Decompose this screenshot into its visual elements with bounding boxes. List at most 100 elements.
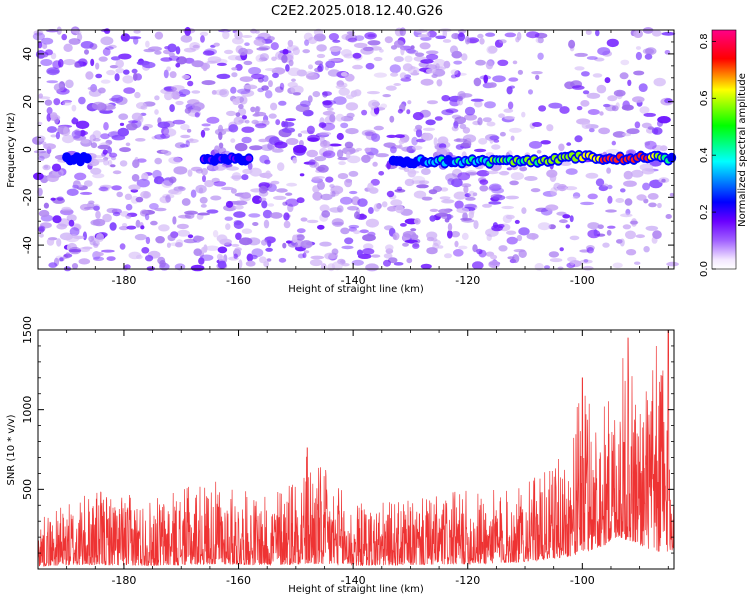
noise-blob [434,116,443,121]
noise-blob [580,201,595,206]
noise-blob [262,75,269,82]
noise-blob [241,136,252,144]
noise-blob [457,95,464,102]
noise-blob [125,203,133,211]
noise-blob [489,183,502,192]
noise-blob [155,236,165,244]
noise-blob [83,180,93,187]
noise-blob [361,154,371,163]
noise-blob [407,100,412,105]
noise-blob [347,37,358,43]
noise-blob [453,191,467,200]
noise-blob [566,142,572,146]
noise-blob [300,100,311,107]
noise-blob [370,178,380,186]
noise-blob [56,238,62,247]
noise-blob [281,54,288,64]
noise-blob [360,47,374,55]
noise-blob [326,107,334,111]
noise-blob [248,67,262,75]
noise-blob [596,84,607,94]
noise-blob [124,264,131,270]
noise-blob [241,174,249,181]
noise-blob [340,196,353,205]
noise-blob [270,42,279,51]
noise-blob [397,109,403,114]
noise-blob [233,220,244,229]
noise-blob [550,187,557,196]
noise-blob [231,67,238,71]
noise-blob [40,59,53,66]
x-tick-label: -140 [341,274,366,287]
noise-blob [192,44,200,49]
noise-blob [492,75,506,83]
noise-blob [118,53,132,60]
noise-blob [484,101,496,109]
noise-blob [171,90,181,100]
noise-blob [620,213,633,218]
noise-blob [574,52,588,57]
spectrogram-y-ticks: -40 -20 0 20 40 [21,29,674,270]
noise-blob [492,194,506,201]
noise-blob [216,62,227,66]
noise-blob [612,262,623,269]
noise-blob [572,195,579,200]
noise-blob [255,106,261,112]
noise-blob [353,42,368,49]
noise-blob [422,132,434,141]
noise-blob [262,209,273,219]
noise-blob [136,158,147,163]
noise-blob [95,62,100,70]
noise-blob [59,257,64,262]
noise-blob [154,95,160,101]
noise-blob [63,59,76,66]
snr-y-ticks: 500 1000 1500 [21,316,674,554]
snr-y-label: SNR (10 * v/v) [6,414,17,485]
noise-blob [75,120,90,129]
noise-blob [224,49,234,55]
noise-blob [134,233,147,241]
noise-blob [111,134,126,141]
noise-blob [336,149,344,159]
noise-blob [190,189,197,198]
noise-blob [234,247,242,252]
noise-blob [635,234,645,239]
noise-blob [607,225,616,229]
noise-blob [491,144,501,150]
noise-blob [199,31,209,37]
noise-blob [175,46,181,55]
noise-blob [458,245,468,250]
noise-blob [587,109,600,115]
noise-blob [465,197,476,201]
noise-blob [252,222,259,226]
noise-blob [587,193,598,200]
noise-blob [52,215,62,224]
noise-blob [154,134,167,140]
noise-blob [187,80,194,87]
noise-blob [190,264,205,272]
noise-blob [250,254,258,260]
noise-blob [404,55,413,63]
noise-blob [279,82,285,90]
noise-blob [161,180,173,188]
noise-blob [634,261,641,265]
noise-blob [569,215,574,223]
noise-blob [214,89,228,96]
noise-blob [38,209,50,218]
noise-blob [233,253,238,259]
noise-blob [319,241,332,247]
noise-blob [406,257,413,264]
noise-blob [84,49,89,55]
noise-blob [92,240,100,247]
noise-blob [344,237,354,245]
noise-blob [285,118,297,122]
noise-blob [261,200,268,209]
noise-blob [328,33,339,41]
noise-blob [619,72,629,80]
noise-blob [606,167,611,174]
noise-blob [512,254,520,264]
spectrogram-y-label: Frequency (Hz) [6,112,17,188]
noise-blob [371,133,381,142]
noise-blob [71,104,77,112]
noise-blob [101,249,115,253]
